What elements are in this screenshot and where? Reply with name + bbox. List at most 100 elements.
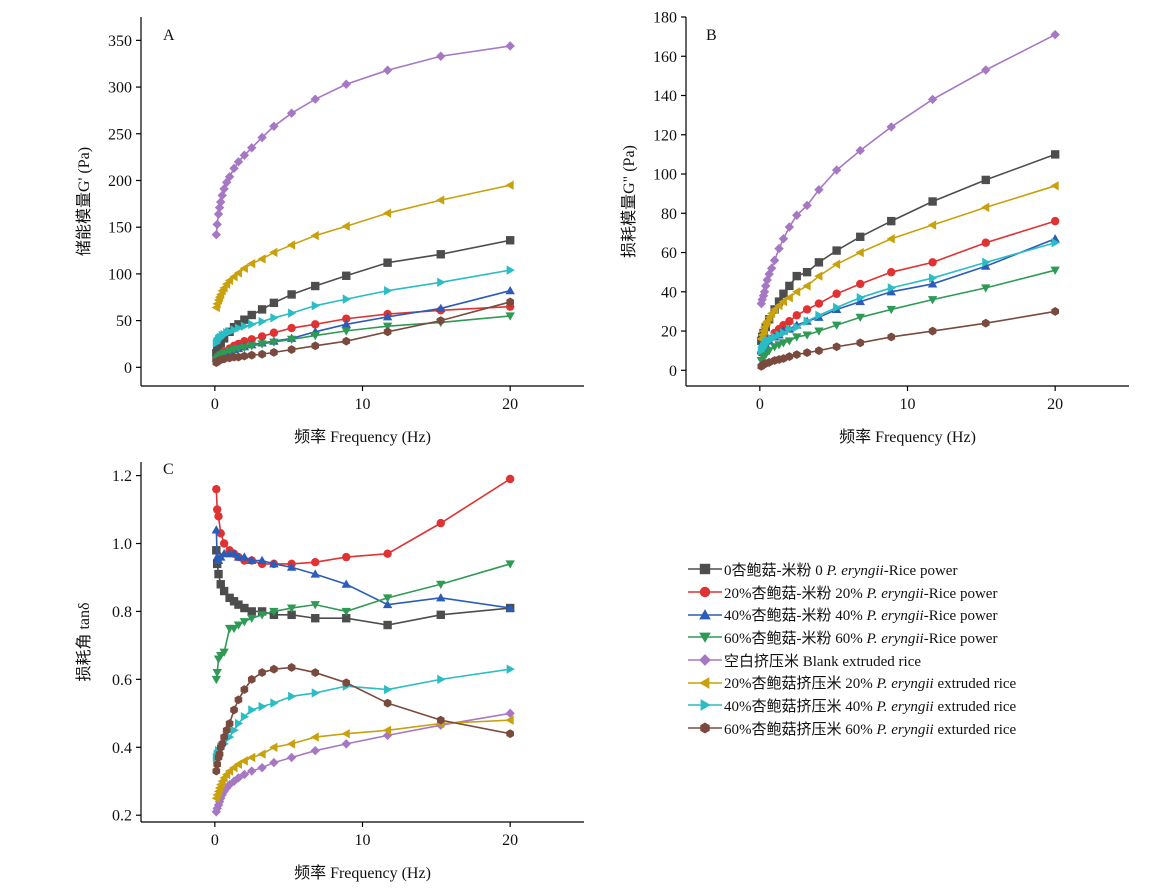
data-point [762, 275, 772, 285]
data-point [832, 246, 841, 255]
data-point [269, 121, 279, 132]
data-point [436, 250, 445, 259]
data-point [803, 348, 811, 358]
legend-symbol [699, 608, 711, 620]
data-point [310, 230, 319, 241]
data-point [784, 292, 793, 303]
data-point [792, 210, 802, 220]
data-point [779, 354, 788, 363]
x-axis-title: 频率 Frequency (Hz) [294, 428, 431, 446]
series-1 [212, 236, 515, 358]
data-point [310, 745, 320, 756]
data-point [757, 294, 767, 305]
data-point [212, 803, 222, 814]
data-point [756, 298, 767, 309]
data-point [233, 345, 244, 354]
data-point [247, 752, 256, 763]
chart-panel-B: 0 20 40 60 80 100 120 140 160 180 0 10 20 B 频率 Frequen… [620, 10, 1129, 446]
data-point [1050, 266, 1060, 275]
data-point [218, 739, 227, 749]
data-point [233, 759, 242, 769]
data-point [257, 555, 267, 565]
data-point [233, 268, 242, 278]
series-5 [756, 29, 1060, 309]
data-point [886, 234, 895, 244]
data-point [856, 292, 865, 303]
data-point [257, 254, 266, 264]
data-point [247, 674, 256, 684]
series-5 [211, 41, 515, 240]
data-point [779, 320, 788, 330]
data-point [505, 560, 515, 569]
data-point [814, 327, 824, 336]
legend-label: 40%杏鲍菇-米粉 40% P. eryngii-Rice power [724, 608, 998, 625]
x-tick-label: 20 [502, 396, 518, 413]
data-point [792, 333, 802, 342]
series-line [215, 184, 511, 308]
y-tick-label: 120 [653, 127, 677, 144]
data-point [766, 263, 777, 273]
data-point [927, 94, 938, 105]
data-point [216, 197, 226, 207]
x-tick-label: 0 [756, 396, 764, 413]
data-point [506, 297, 514, 307]
panel-label: B [706, 27, 717, 44]
data-point [505, 236, 515, 245]
legend-item: 空白挤压米 Blank extruded rice [686, 649, 1156, 672]
data-point [886, 287, 896, 296]
data-point [234, 695, 243, 705]
legend-item: 60%杏鲍菇-米粉 60% P. eryngii-Rice power [686, 626, 1156, 649]
y-tick-label: 0 [124, 360, 132, 377]
data-point [233, 157, 244, 167]
data-point [219, 349, 229, 359]
data-point [981, 238, 990, 247]
data-point [341, 79, 351, 89]
data-point [240, 321, 250, 331]
data-point [785, 281, 794, 291]
data-point [793, 322, 802, 332]
panel-label: C [163, 461, 174, 478]
data-point [815, 346, 823, 356]
data-point [382, 322, 393, 331]
chart-panel-A: 0 50 100 150 200 250 300 350 0 10 20 A 频率 Frequency … [75, 17, 584, 446]
data-point [778, 339, 789, 348]
data-point [792, 271, 801, 281]
data-point [341, 327, 351, 336]
data-point [211, 675, 222, 685]
y-tick-label: 0.2 [112, 808, 132, 825]
series-line [215, 668, 511, 758]
legend-marker [688, 608, 722, 620]
data-point [792, 287, 801, 297]
series-2 [212, 474, 515, 569]
data-point [229, 271, 238, 282]
data-point [286, 604, 297, 613]
data-point [778, 296, 787, 307]
data-point [234, 352, 243, 362]
y-tick-label: 0.8 [112, 604, 132, 621]
data-point [269, 247, 278, 258]
data-point [833, 302, 842, 313]
data-point [257, 749, 266, 759]
legend-symbol [699, 633, 711, 644]
legend-item: 20%杏鲍菇挤压米 20% P. eryngii extruded rice [686, 671, 1156, 694]
data-point [311, 688, 320, 698]
data-point [1050, 29, 1060, 40]
data-point [505, 312, 515, 321]
legend-marker [688, 564, 722, 575]
data-point [832, 289, 841, 298]
data-point [814, 271, 823, 281]
y-tick-label: 100 [108, 266, 132, 283]
data-point [505, 286, 515, 295]
data-point [382, 594, 393, 603]
data-point [229, 548, 239, 558]
data-point [341, 607, 351, 617]
data-point [436, 518, 445, 528]
legend-marker [688, 633, 722, 644]
series-3 [211, 525, 515, 612]
data-point [211, 229, 222, 240]
data-point [310, 332, 320, 341]
data-point [257, 132, 267, 143]
data-point [311, 341, 320, 351]
data-point [247, 310, 256, 320]
